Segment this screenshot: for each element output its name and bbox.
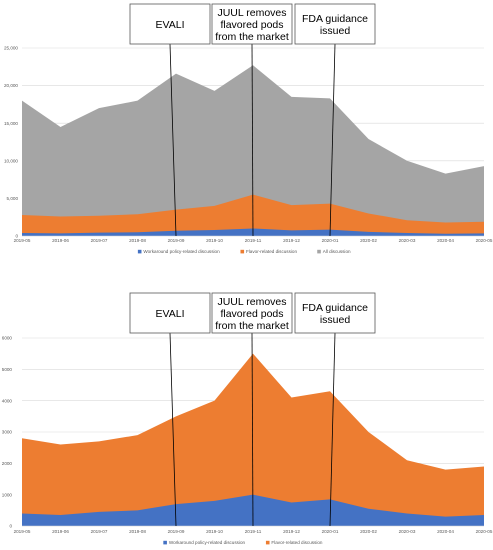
legend-swatch [265, 540, 270, 545]
annotation-label: FDA guidance [302, 302, 368, 314]
annotation-label: issued [320, 314, 351, 326]
x-tick-label: 2020-01 [322, 529, 339, 534]
x-tick-label: 2019-10 [206, 529, 223, 534]
y-tick-label: 3000 [2, 430, 13, 435]
x-tick-label: 2019-08 [129, 238, 146, 243]
x-tick-label: 2020-03 [399, 529, 416, 534]
x-tick-label: 2019-12 [283, 529, 300, 534]
x-tick-label: 2019-12 [283, 238, 300, 243]
y-tick-label: 2000 [2, 461, 13, 466]
annotation-line [329, 332, 336, 527]
area-series-flavor-related-discussion [22, 353, 484, 526]
chart-flavor-workaround: 0 1000 2000 3000 4000 5000 6000 2019-05 2019-06 2… [2, 292, 493, 545]
x-tick-label: 2019-07 [91, 529, 108, 534]
x-tick-label: 2020-04 [437, 529, 454, 534]
annotation-box [294, 292, 376, 334]
legend-swatch [137, 249, 142, 254]
x-tick-label: 2019-06 [52, 238, 69, 243]
legend-swatch [240, 249, 245, 254]
legend-swatch [317, 249, 321, 254]
y-tick-label: 1000 [2, 492, 13, 497]
annotation-label: JUUL removes [217, 7, 286, 19]
x-tick-label: 2020-04 [437, 238, 454, 243]
annotation-label: from the market [215, 31, 289, 43]
x-tick-label: 2019-07 [91, 238, 108, 243]
legend-label: Workaround policy-related discussion [143, 249, 220, 254]
y-tick-label: 5000 [2, 367, 13, 372]
x-tick-label: 2019-11 [245, 529, 262, 534]
annotation-line [169, 43, 177, 237]
legend-label: Flavor-related discussion [246, 249, 298, 254]
annotation-line [169, 332, 177, 527]
y-tick-label: 10,000 [4, 158, 18, 163]
annotation-label: EVALI [156, 19, 185, 31]
chart-all-discussion: 0 5,000 10,000 15,000 20,000 25,000 2019-05 201… [4, 3, 493, 254]
annotation-label: flavored pods [220, 19, 283, 31]
y-tick-label: 25,000 [4, 46, 18, 51]
annotation-label: JUUL removes [217, 296, 286, 308]
annotation-label: issued [320, 25, 351, 37]
legend-label: All discussion [323, 249, 351, 254]
y-tick-label: 5,000 [7, 196, 19, 201]
legend-swatch [163, 540, 167, 545]
x-tick-label: 2019-10 [206, 238, 223, 243]
x-tick-label: 2019-08 [129, 529, 146, 534]
annotation-line [251, 43, 254, 237]
annotation-box [211, 292, 293, 334]
x-tick-label: 2019-09 [168, 529, 185, 534]
x-tick-label: 2020-05 [476, 529, 493, 534]
x-tick-label: 2020-01 [322, 238, 339, 243]
x-tick-label: 2019-06 [52, 529, 69, 534]
y-tick-label: 0 [9, 524, 12, 529]
annotation-label: from the market [215, 320, 289, 332]
annotation-box [129, 3, 211, 45]
annotation-box [294, 3, 376, 45]
annotation-line [251, 332, 254, 527]
legend-label: Flavor-related discussion [271, 540, 323, 545]
x-tick-label: 2020-02 [360, 238, 377, 243]
annotation-box [129, 292, 211, 334]
x-tick-label: 2019-05 [14, 529, 31, 534]
y-tick-label: 0 [15, 234, 18, 239]
legend-label: Workaround policy-related discussion [169, 540, 246, 545]
annotation-label: flavored pods [220, 308, 283, 320]
annotation-label: FDA guidance [302, 13, 368, 25]
annotation-label: EVALI [156, 308, 185, 320]
x-tick-label: 2019-05 [14, 238, 31, 243]
x-tick-label: 2020-05 [476, 238, 493, 243]
y-tick-label: 6000 [2, 336, 13, 341]
x-tick-label: 2019-09 [168, 238, 185, 243]
y-tick-label: 15,000 [4, 121, 18, 126]
x-tick-label: 2020-03 [399, 238, 416, 243]
annotation-box [211, 3, 293, 45]
x-tick-label: 2020-02 [360, 529, 377, 534]
area-series-all-discussion [22, 65, 484, 237]
x-tick-label: 2019-11 [245, 238, 262, 243]
y-tick-label: 4000 [2, 398, 13, 403]
y-tick-label: 20,000 [4, 83, 18, 88]
annotation-line [329, 43, 336, 237]
